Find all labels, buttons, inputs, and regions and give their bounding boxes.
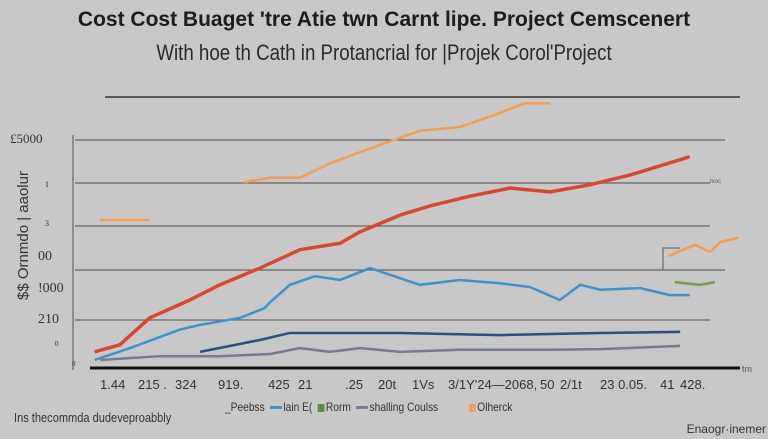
- y-tick-label: !000: [38, 281, 64, 296]
- y-tick-label: 0: [55, 340, 59, 348]
- series-line-0: [94, 155, 691, 354]
- x-tick-label: 50: [540, 377, 554, 392]
- legend-item: _Peebss: [225, 400, 265, 414]
- chart-subtitle: With hoe th Cath in Protancrial for |Pro…: [156, 40, 612, 65]
- legend-item: Rorm: [317, 400, 351, 414]
- series-line-4: [94, 266, 690, 362]
- x-tick-label: 1Vs: [412, 377, 435, 392]
- legend-item: shalling Coulss: [355, 400, 438, 414]
- x-tick-label: 20t: [378, 377, 396, 392]
- legend-item: Olherck: [468, 400, 512, 414]
- legend: _Peebss lain E( Rorm shalling Coulss Olh…: [225, 400, 512, 414]
- y-tick-label: 3: [45, 219, 49, 228]
- x-tick-label: .25: [345, 377, 363, 392]
- y-tick-label: 210: [38, 312, 59, 327]
- legend-item: lain E(: [269, 400, 312, 414]
- y-tick-label: 0: [72, 360, 76, 368]
- x-tick-label: 1.44: [100, 377, 125, 392]
- x-tick-label: 919.: [218, 377, 243, 392]
- footer-note-left: Ins thecommda dudeveproabbly: [14, 410, 172, 425]
- chart-title: Cost Cost Buaget 'tre Atie twn Carnt lip…: [77, 8, 691, 31]
- y-tick-label: 00: [38, 249, 52, 264]
- y-axis-label: $$ Ornmdo | aaolur: [15, 171, 32, 300]
- series-line-3: [667, 236, 739, 258]
- series-line-5: [199, 330, 681, 354]
- x-tick-label: 2/1t: [560, 377, 582, 392]
- x-tick-label: 425: [268, 377, 290, 392]
- small-note: Ixoc: [710, 179, 721, 185]
- x-tick-label: 41: [660, 377, 674, 392]
- footer-note-right: Enaogr·inemer: [686, 422, 766, 436]
- callout-bracket: [662, 247, 680, 270]
- series-line-7: [674, 280, 716, 287]
- x-tick-label: 23 0.05.: [600, 377, 647, 392]
- x-tick-label: 428.: [680, 377, 705, 392]
- x-tick-label: 21: [298, 377, 312, 392]
- series-line-1: [244, 101, 551, 184]
- y-tick-label: 1: [45, 180, 49, 189]
- series-line-6: [100, 344, 681, 362]
- x-tick-label: 3/1Y'24—2068,: [448, 377, 537, 392]
- x-tick-label: 215 .: [138, 377, 167, 392]
- gridlines: [75, 96, 740, 321]
- series-layer: [94, 101, 739, 362]
- y-tick-label: £5000: [10, 131, 43, 146]
- x-tick-label: 324: [175, 377, 197, 392]
- axis-unit: tm: [742, 364, 752, 374]
